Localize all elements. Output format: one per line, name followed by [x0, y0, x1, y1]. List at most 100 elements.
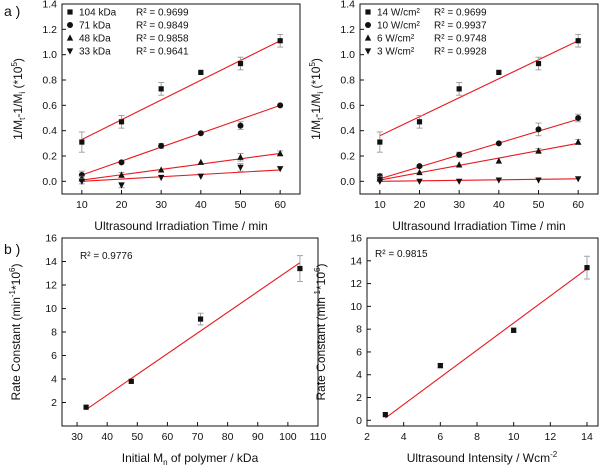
data-point [118, 182, 125, 189]
fit-line [379, 118, 579, 180]
data-point [197, 173, 205, 180]
data-point [83, 404, 89, 410]
y-tick-label: 0.2 [340, 151, 355, 163]
x-tick-label: 4 [401, 431, 407, 443]
r2-annotation: R² = 0.9776 [80, 251, 133, 262]
y-tick-label: 4 [356, 369, 362, 381]
data-point [157, 174, 165, 182]
data-point [297, 265, 303, 272]
data-point [584, 265, 590, 271]
legend-r2: R² = 0.9858 [136, 34, 189, 45]
x-tick-label: 20 [116, 199, 128, 211]
x-tick-label: 10 [508, 431, 520, 443]
data-point [535, 126, 542, 133]
y-tick-label: 0.0 [340, 176, 355, 188]
x-tick-label: 40 [101, 431, 113, 443]
fit-lines [85, 262, 301, 411]
legend-name: 71 kDa [79, 21, 111, 32]
legend-r2: R² = 0.9748 [434, 34, 487, 45]
x-tick-label: 6 [437, 431, 443, 443]
y-tick-label: 12 [350, 278, 362, 290]
fit-lines [379, 40, 579, 182]
data-point [237, 60, 244, 67]
legend-marker [365, 22, 371, 28]
legend-marker [67, 22, 73, 28]
data-point [382, 412, 388, 418]
data-point [158, 142, 165, 149]
y-ticks: 0 2 4 6 8 10 12 14 16 [350, 233, 371, 427]
data-point [495, 140, 502, 147]
x-tick-label: 20 [414, 199, 426, 211]
y-axis-label: Rate Constant (min-1*106) [8, 264, 23, 401]
r2-annotation: R² = 0.9815 [375, 249, 428, 260]
x-tick-label: 30 [71, 431, 83, 443]
y-axis-label: 1/Mt-1/Mi (*105) [308, 58, 325, 140]
legend-r2: R² = 0.9928 [434, 47, 487, 58]
legend-marker [67, 9, 73, 15]
y-tick-label: 2 [51, 397, 57, 409]
fit-lines [385, 268, 588, 419]
data-point [377, 139, 383, 145]
x-tick-label: 40 [493, 199, 505, 211]
y-tick-label: 0.8 [42, 75, 57, 87]
x-ticks: 10 20 30 40 50 60 [76, 190, 286, 211]
legend-marker [364, 48, 372, 55]
chart-a-left: 10 20 30 40 50 60 0.0 0.2 0.4 0.6 0.8 1.0 1.2 1.4 10… [10, 0, 301, 233]
legend-name: 6 W/cm² [377, 34, 415, 45]
data-point [79, 139, 85, 145]
legend-name: 33 kDa [79, 47, 111, 58]
data-point [456, 86, 462, 92]
data-point [276, 166, 284, 173]
x-ticks: 2 4 6 8 10 12 14 [364, 422, 593, 443]
x-tick-label: 50 [235, 199, 247, 211]
y-tick-label: 0.8 [340, 75, 355, 87]
legend-r2: R² = 0.9699 [136, 8, 189, 19]
y-axis-label: Rate Constant (min-1*106) [313, 264, 328, 401]
data-point [118, 171, 125, 178]
fit-line [379, 40, 579, 137]
y-ticks: 0.0 0.2 0.4 0.6 0.8 1.0 1.2 1.4 [340, 0, 364, 188]
data-point [455, 178, 463, 185]
data-point [416, 119, 423, 125]
x-tick-label: 30 [453, 199, 465, 211]
y-tick-label: 16 [45, 233, 57, 245]
legend-name: 104 kDa [79, 8, 117, 19]
y-tick-label: 0.0 [42, 176, 57, 188]
legend-r2: R² = 0.9699 [434, 8, 487, 19]
y-tick-label: 0.4 [42, 125, 57, 137]
fit-line [379, 178, 579, 182]
data-point [416, 178, 423, 185]
legend-marker [365, 9, 371, 15]
panel-label-b: b ) [4, 241, 20, 257]
y-tick-label: 0 [356, 415, 362, 427]
data-point [237, 153, 244, 160]
data-point [535, 60, 542, 67]
y-tick-label: 0.6 [42, 100, 57, 112]
data-point [277, 102, 284, 109]
x-ticks: 30 40 50 60 70 80 90 100 110 [71, 422, 327, 443]
fit-lines [81, 40, 281, 182]
y-tick-label: 1.4 [42, 0, 57, 11]
x-tick-label: 14 [581, 431, 593, 443]
y-tick-label: 1.0 [340, 49, 355, 61]
fit-line [81, 152, 281, 181]
x-tick-label: 40 [195, 199, 207, 211]
x-tick-label: 50 [131, 431, 143, 443]
x-tick-label: 10 [374, 199, 386, 211]
x-axis-label: Ultrasound Intensity / Wcm-2 [407, 450, 558, 465]
y-tick-label: 8 [51, 327, 57, 339]
data-point [197, 130, 204, 137]
y-tick-label: 0.6 [340, 100, 355, 112]
fit-line [81, 104, 281, 176]
x-tick-label: 80 [222, 431, 234, 443]
x-tick-label: 2 [364, 431, 370, 443]
y-tick-label: 2 [356, 392, 362, 404]
data-point [455, 161, 463, 168]
data-point [456, 151, 463, 158]
fit-line [385, 268, 588, 419]
x-tick-label: 60 [274, 199, 286, 211]
legend-marker [364, 34, 372, 41]
fit-line [81, 40, 281, 141]
